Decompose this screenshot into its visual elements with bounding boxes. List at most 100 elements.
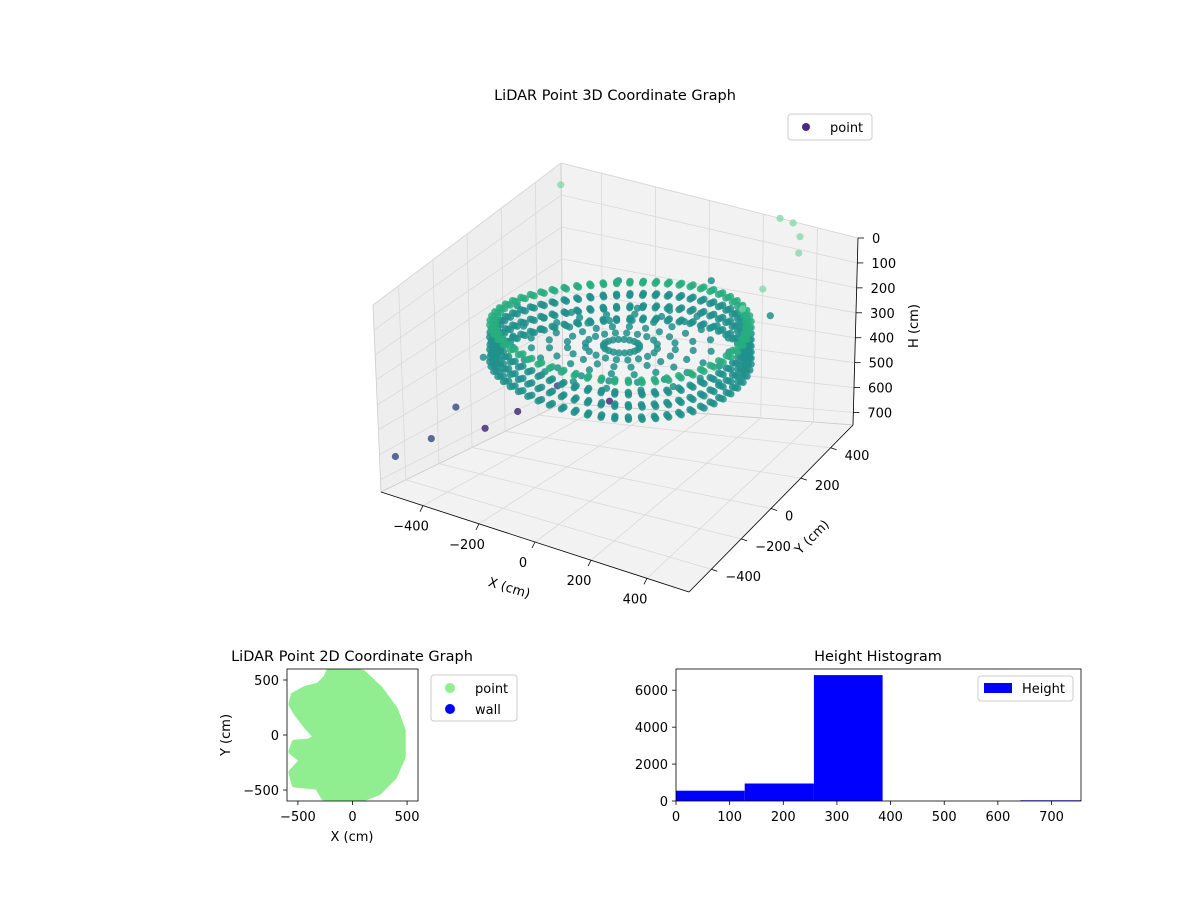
data-point-3d bbox=[592, 351, 600, 359]
data-point-3d bbox=[633, 304, 642, 312]
data-point-3d bbox=[652, 368, 660, 376]
data-point-3d bbox=[625, 391, 633, 399]
y-axis-2d-label: Y (cm) bbox=[219, 714, 234, 757]
x-tick-mark-3d bbox=[475, 523, 480, 530]
data-point-3d bbox=[513, 310, 521, 318]
data-point-3d bbox=[686, 283, 694, 291]
data-point-3d bbox=[719, 395, 727, 403]
data-point-3d bbox=[506, 313, 515, 321]
z-tick-label-3d: 100 bbox=[871, 257, 896, 272]
data-point-3d bbox=[766, 312, 774, 320]
x-axis-3d-label: X (cm) bbox=[486, 575, 532, 602]
data-point-3d bbox=[620, 335, 628, 344]
data-point-3d bbox=[734, 384, 742, 392]
data-point-3d bbox=[675, 293, 683, 302]
data-point-3d bbox=[506, 370, 514, 378]
data-point-3d bbox=[651, 279, 659, 287]
legend-3d: point bbox=[787, 113, 873, 141]
data-point-3d bbox=[627, 363, 635, 371]
histogram-title: Height Histogram bbox=[814, 649, 942, 665]
data-point-3d bbox=[741, 324, 750, 332]
x-tick-label-hist: 600 bbox=[985, 810, 1010, 825]
data-point-3d bbox=[643, 333, 651, 341]
data-point-3d bbox=[607, 370, 616, 378]
data-point-3d bbox=[540, 314, 548, 322]
data-point-3d bbox=[569, 350, 577, 358]
data-point-3d bbox=[665, 389, 673, 397]
data-point-3d bbox=[680, 318, 689, 326]
data-point-3d bbox=[494, 336, 502, 344]
data-point-3d bbox=[452, 403, 460, 411]
data-point-3d bbox=[553, 352, 561, 360]
chart-histogram: Height Histogram 0 100 200 300 400 500 600 700 0… bbox=[635, 649, 1082, 825]
data-point-3d bbox=[557, 380, 565, 389]
z-tick-label-3d: 500 bbox=[869, 357, 894, 372]
x-tick-label-hist: 300 bbox=[825, 810, 850, 825]
data-point-3d bbox=[625, 379, 633, 387]
data-point-3d bbox=[689, 383, 697, 391]
data-point-3d bbox=[551, 299, 559, 307]
y-tick-label-hist: 2000 bbox=[635, 758, 668, 773]
data-point-3d bbox=[534, 372, 542, 381]
data-point-3d bbox=[609, 348, 618, 356]
data-point-3d bbox=[494, 348, 502, 356]
data-point-3d bbox=[514, 388, 523, 396]
data-point-3d bbox=[734, 365, 742, 373]
data-point-3d bbox=[728, 298, 736, 306]
data-point-3d bbox=[524, 368, 532, 376]
data-point-3d bbox=[689, 371, 697, 379]
data-point-3d bbox=[658, 312, 666, 321]
data-point-3d bbox=[557, 181, 565, 189]
data-point-3d bbox=[671, 339, 679, 347]
data-point-3d bbox=[665, 413, 673, 421]
x-tick-mark-3d bbox=[531, 541, 536, 549]
data-point-3d bbox=[524, 356, 532, 364]
data-point-3d bbox=[707, 277, 715, 285]
grid-line-y bbox=[432, 259, 742, 540]
data-point-3d bbox=[628, 316, 636, 324]
data-point-3d bbox=[591, 332, 600, 340]
data-point-3d bbox=[514, 363, 523, 371]
data-point-3d bbox=[652, 402, 660, 410]
data-point-3d bbox=[583, 374, 591, 382]
data-point-3d bbox=[706, 324, 714, 332]
data-point-3d bbox=[652, 415, 660, 423]
data-point-3d bbox=[608, 323, 617, 331]
y-axis-3d-label: Y (cm) bbox=[792, 517, 833, 558]
data-point-3d bbox=[651, 292, 659, 300]
data-point-3d bbox=[551, 312, 559, 320]
data-point-3d bbox=[584, 319, 592, 327]
z-tick-label-3d: 300 bbox=[870, 307, 895, 322]
data-point-3d bbox=[611, 390, 619, 398]
data-point-3d bbox=[715, 379, 723, 387]
x-tick-mark-3d bbox=[587, 560, 592, 567]
data-point-3d bbox=[663, 317, 671, 325]
plot-frame-hist bbox=[675, 668, 1082, 802]
data-point-3d bbox=[490, 355, 498, 363]
data-point-3d bbox=[638, 391, 646, 399]
data-point-3d bbox=[613, 292, 621, 300]
data-point-3d bbox=[552, 329, 560, 337]
data-point-3d bbox=[567, 308, 576, 316]
data-point-3d bbox=[540, 289, 548, 297]
data-point-3d bbox=[696, 285, 705, 293]
data-point-3d bbox=[671, 346, 679, 354]
grid-line-y bbox=[398, 285, 712, 570]
grid-line-y bbox=[534, 182, 831, 449]
data-point-3d bbox=[600, 293, 608, 301]
data-point-3d bbox=[623, 329, 631, 337]
y-tick-label-3d: 400 bbox=[845, 449, 870, 464]
data-point-3d bbox=[675, 318, 683, 326]
data-point-3d bbox=[683, 355, 691, 363]
data-point-3d bbox=[545, 401, 553, 409]
data-point-3d bbox=[611, 378, 619, 386]
y-tick-mark-3d bbox=[741, 538, 748, 542]
data-point-3d bbox=[696, 297, 705, 305]
data-point-3d bbox=[686, 295, 694, 303]
data-point-3d bbox=[677, 374, 685, 382]
chart-2d: LiDAR Point 2D Coordinate Graph −500 0 500… bbox=[219, 649, 518, 845]
x-tick-label-hist: 700 bbox=[1039, 810, 1064, 825]
data-point-3d bbox=[699, 359, 707, 367]
data-point-3d bbox=[714, 315, 723, 323]
data-point-3d bbox=[759, 285, 767, 293]
